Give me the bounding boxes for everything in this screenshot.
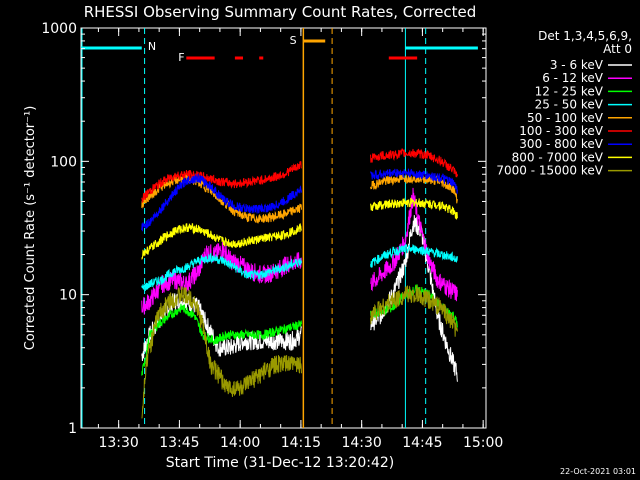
legend-label: 6 - 12 keV [542,71,604,85]
series-layer [141,147,458,419]
x-tick-label: 14:45 [402,435,442,451]
series-line-8 [141,223,302,260]
legend-label: 300 - 800 keV [519,137,603,151]
saa-label: S [290,34,297,47]
legend-title-line-1: Det 1,3,4,5,6,9, [538,29,632,43]
y-axis-label: Corrected Count Rate (s⁻¹ detector⁻¹) [23,106,38,351]
series-line-6-post [370,147,458,178]
series-line-7 [141,173,302,232]
x-tick-label: 14:30 [341,435,381,451]
series-line-4-post [370,243,458,268]
legend-label: 800 - 7000 keV [512,150,604,164]
x-tick-label: 15:00 [463,435,503,451]
legend-label: 3 - 6 keV [550,58,604,72]
y-tick-label: 10 [59,288,77,304]
series-line-6 [141,161,302,204]
y-tick-label: 1000 [41,21,77,37]
x-tick-label: 13:30 [98,435,138,451]
series-line-9 [141,286,302,419]
series-line-7-post [370,168,458,194]
legend-label: 50 - 100 keV [527,111,604,125]
legend-label: 100 - 300 keV [519,124,603,138]
chart-title: RHESSI Observing Summary Count Rates, Co… [84,3,477,21]
series-line-4 [141,253,302,292]
x-axis-label: Start Time (31-Dec-12 13:20:42) [166,455,394,471]
flare-label: F [178,51,184,64]
x-tick-label: 13:45 [159,435,199,451]
legend-title-line-2: Att 0 [603,42,632,56]
x-tick-label: 14:00 [220,435,260,451]
series-line-8-post [370,197,458,220]
footer-timestamp: 22-Oct-2021 03:01 [560,467,636,476]
series-line-5 [141,172,302,224]
series-line-2 [141,242,302,315]
series-line-1 [141,293,302,362]
axes: 13:30 13:45 14:00 14:15 14:30 14:45 15:00 1 10 10… [41,21,503,451]
night-label: N [148,40,156,53]
plot-frame [80,27,487,429]
legend-label: 25 - 50 keV [535,98,604,112]
y-tick-label: 100 [50,154,77,170]
y-tick-label: 1 [68,421,77,437]
series-line-9-post [370,285,458,337]
legend-label: 7000 - 15000 keV [496,164,603,178]
x-tick-label: 14:15 [281,435,321,451]
series-line-3 [141,303,302,376]
instrument-state-markers: N F S [81,28,478,428]
legend-label: 12 - 25 keV [535,84,604,98]
